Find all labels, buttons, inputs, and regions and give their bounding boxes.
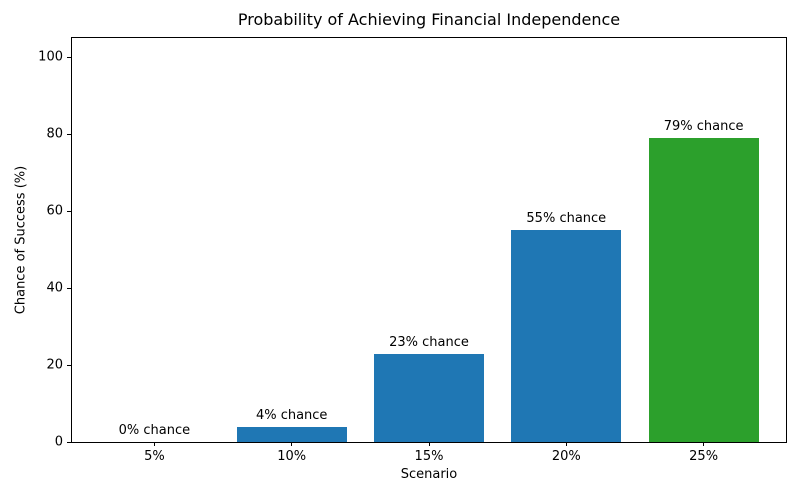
x-tick-label: 15% bbox=[414, 449, 444, 464]
bar-value-label: 79% chance bbox=[663, 119, 744, 135]
bar-value-label: 0% chance bbox=[118, 423, 191, 438]
x-tick-label: 25% bbox=[689, 449, 719, 464]
y-tick-label: 60 bbox=[46, 203, 63, 219]
bar-value-label: 55% chance bbox=[526, 211, 607, 227]
bar bbox=[236, 426, 347, 442]
x-tick-label: 5% bbox=[144, 449, 165, 464]
x-tick-label: 10% bbox=[277, 449, 307, 464]
bar bbox=[648, 138, 759, 442]
bar bbox=[511, 230, 622, 442]
x-tick-label: 20% bbox=[551, 449, 581, 464]
bar bbox=[374, 353, 484, 442]
bar-value-label: 23% chance bbox=[389, 334, 469, 350]
y-tick-mark bbox=[67, 364, 71, 366]
y-tick-label: 0 bbox=[54, 434, 63, 450]
x-tick-mark bbox=[428, 442, 430, 446]
x-axis-label: Scenario bbox=[400, 467, 458, 482]
y-tick-mark bbox=[67, 287, 71, 289]
x-tick-mark bbox=[153, 442, 155, 446]
x-tick-mark bbox=[703, 442, 705, 446]
y-tick-mark bbox=[67, 133, 71, 135]
chart-title: Probability of Achieving Financial Indep… bbox=[237, 10, 621, 29]
y-tick-label: 100 bbox=[38, 49, 63, 65]
x-tick-mark bbox=[565, 442, 567, 446]
plot-area: 0 20 40 60 80 100 0% chance 5% 4% chance 10% 23% c… bbox=[38, 37, 787, 464]
y-tick-mark bbox=[67, 210, 71, 212]
y-tick-label: 20 bbox=[46, 357, 63, 373]
bar-value-label: 4% chance bbox=[255, 407, 328, 423]
y-tick-label: 80 bbox=[46, 126, 63, 142]
y-axis-label: Chance of Success (%) bbox=[13, 165, 29, 315]
y-tick-label: 40 bbox=[46, 280, 63, 296]
y-tick-mark bbox=[67, 56, 71, 58]
x-tick-mark bbox=[291, 442, 293, 446]
y-tick-mark bbox=[67, 441, 71, 443]
